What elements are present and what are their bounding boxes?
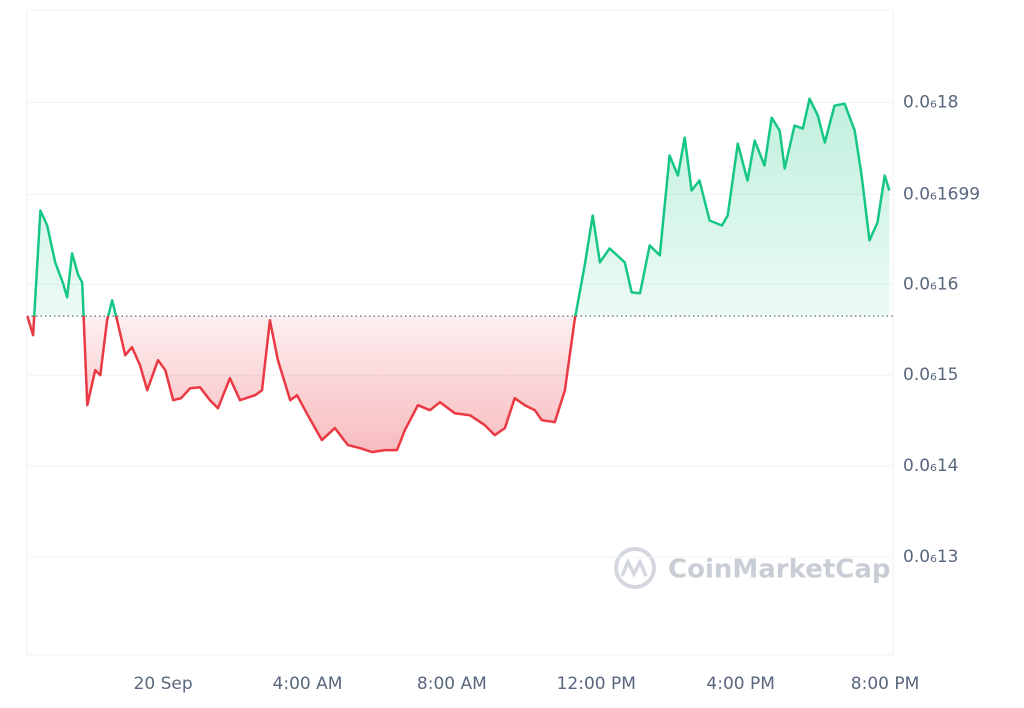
watermark: CoinMarketCap — [668, 555, 891, 585]
x-tick-label: 8:00 PM — [851, 674, 920, 694]
y-tick-label: 0.0₆13 — [903, 547, 958, 567]
x-tick-label: 8:00 AM — [417, 674, 487, 694]
x-tick-label: 12:00 PM — [557, 674, 636, 694]
x-tick-label: 4:00 PM — [706, 674, 775, 694]
price-line — [26, 97, 891, 454]
y-tick-label: 0.0₆15 — [903, 365, 958, 385]
plot-frame — [26, 9, 894, 656]
y-tick-label: 0.0₆18 — [903, 93, 958, 113]
y-tick-label: 0.0₆1699 — [903, 184, 980, 204]
x-tick-label: 4:00 AM — [273, 674, 343, 694]
watermark-logo — [614, 547, 656, 589]
x-tick-label: 20 Sep — [134, 674, 193, 694]
price-area — [27, 98, 890, 453]
y-tick-label: 0.0₆16 — [903, 274, 958, 294]
y-tick-label: 0.0₆14 — [903, 456, 958, 476]
